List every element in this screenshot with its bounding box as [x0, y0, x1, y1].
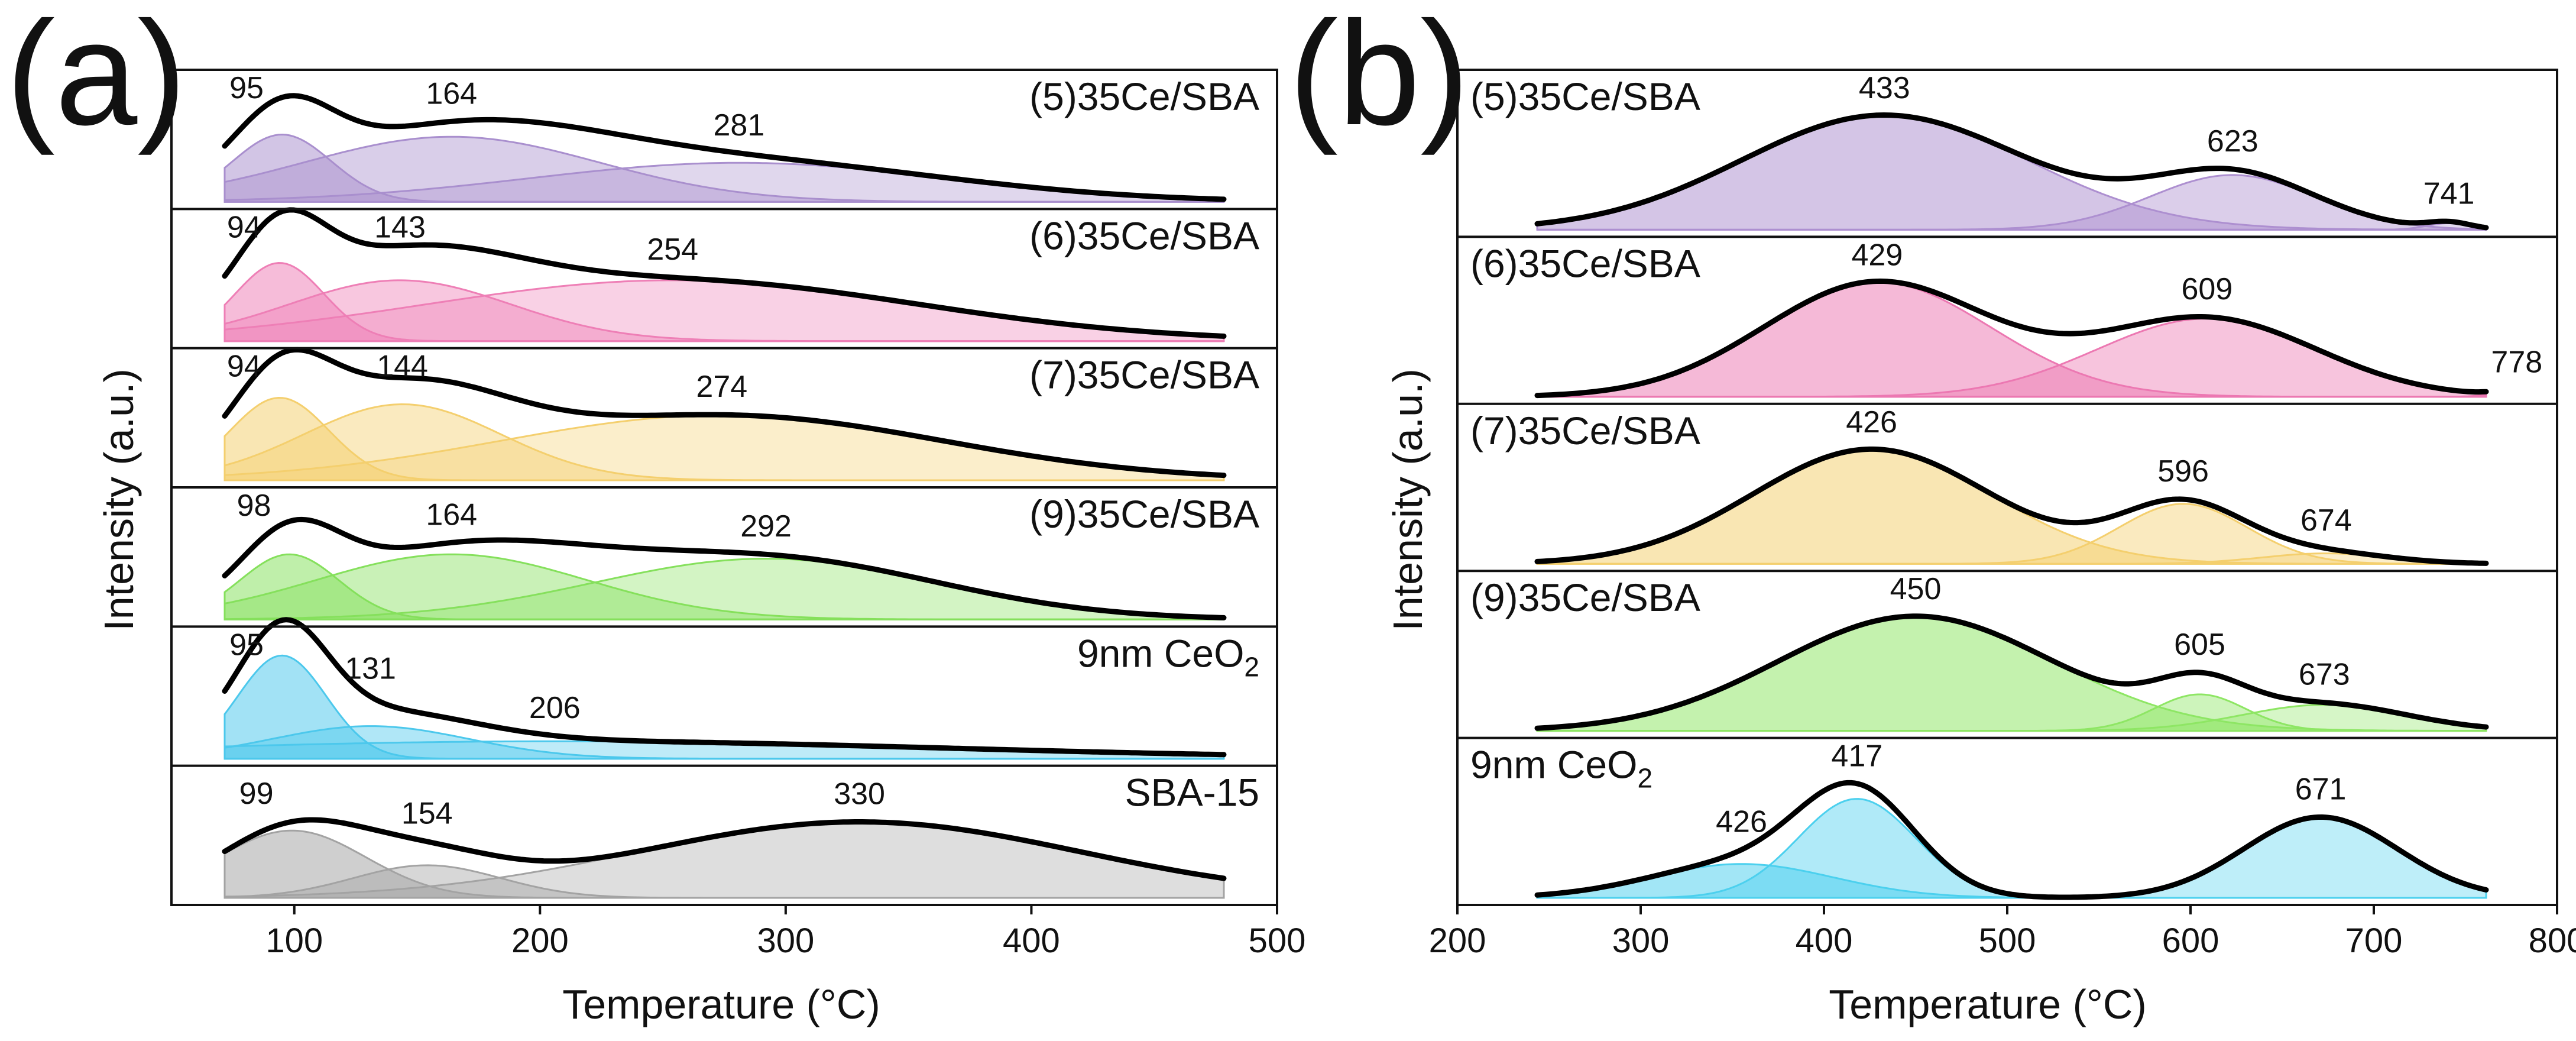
- panel-b-x-axis-title: Temperature (°C): [1829, 981, 2147, 1027]
- panel-a-row-1-peak-label-2: 164: [426, 76, 477, 111]
- panel-a-row-2-peak-label-3: 254: [647, 232, 698, 267]
- panel-a-row-4-envelope: [222, 516, 1227, 620]
- panel-b-row-1-peak-label-2: 623: [2207, 124, 2259, 159]
- panel-b-row-4-peak-label-2: 605: [2174, 628, 2225, 662]
- panel-b: (b) Intensity (a.u.) Temperature (°C) 43…: [1289, 0, 2576, 1027]
- panel-a-row-1-peak-label-1: 95: [229, 71, 264, 105]
- panel-a-row-5: 95 131 206 9nm CeO2: [222, 617, 1259, 760]
- panel-b-x-tick-label-200: 200: [1429, 922, 1486, 960]
- panel-b-y-axis-title: Intensity (a.u.): [1385, 368, 1431, 631]
- panel-a-row-2-sample-name: (6)35Ce/SBA: [1029, 214, 1259, 257]
- panel-a-row-5-peak-label-1: 95: [229, 628, 264, 662]
- panel-b-row-2-sample-name: (6)35Ce/SBA: [1470, 241, 1700, 285]
- panel-a-x-tick-label-400: 400: [1003, 922, 1060, 960]
- panel-b-row-3: 426 596 674 (7)35Ce/SBA: [1470, 405, 2489, 566]
- panel-a-row-1-peak-label-3: 281: [714, 108, 765, 143]
- panel-b-row-5-envelope: [1534, 780, 2489, 900]
- panel-b-row-3-component-3: [1537, 552, 2487, 565]
- panel-b-row-1-peak-label-1: 433: [1859, 71, 1910, 105]
- panel-b-row-1-peak-label-3: 741: [2423, 176, 2475, 211]
- panel-b-row-3-peak-label-3: 674: [2300, 503, 2352, 538]
- panel-a-row-3-peak-label-1: 94: [227, 350, 261, 384]
- panel-b-row-4-envelope: [1534, 613, 2489, 731]
- panel-a-row-5-sample-name: 9nm CeO2: [1077, 631, 1259, 682]
- panel-b-row-5-peak-label-2: 417: [1831, 739, 1882, 774]
- panel-a-row-3-envelope: [222, 347, 1227, 479]
- panel-b-row-5: 426 417 671 9nm CeO2: [1470, 739, 2489, 900]
- panel-a-y-axis-title: Intensity (a.u.): [96, 368, 142, 631]
- panel-a-row-2-envelope: [222, 207, 1227, 339]
- panel-a-row-4-sample-name: (9)35Ce/SBA: [1029, 492, 1259, 536]
- panel-a-row-4-peak-label-1: 98: [237, 489, 271, 523]
- panel-a-row-6-peak-label-3: 330: [834, 777, 885, 812]
- panel-b-letter: (b): [1289, 0, 1470, 156]
- panel-a-row-5-peak-label-3: 206: [529, 691, 581, 725]
- panel-b-row-1: 433 623 741 (5)35Ce/SBA: [1470, 71, 2489, 231]
- panel-b-row-4: 450 605 673 (9)35Ce/SBA: [1470, 572, 2489, 732]
- panel-b-row-1-component-3: [1537, 222, 2487, 231]
- panel-b-row-2-peak-label-2: 609: [2182, 272, 2233, 306]
- panel-a-row-5-peak-label-2: 131: [345, 652, 396, 686]
- panel-a: (a) Intensity (a.u.) Temperature (°C) 95…: [6, 0, 1305, 1027]
- panel-b-row-5-sample-name: 9nm CeO2: [1470, 743, 1652, 794]
- panel-a-row-2: 94 143 254 (6)35Ce/SBA: [222, 207, 1259, 342]
- panel-a-row-6-envelope: [222, 817, 1227, 881]
- panel-b-x-tick-label-600: 600: [2162, 922, 2219, 960]
- panel-a-row-2-peak-label-1: 94: [227, 210, 261, 244]
- panel-a-letter: (a): [6, 0, 187, 156]
- panel-b-row-5-peak-label-3: 671: [2295, 772, 2347, 806]
- panel-b-x-tick-label-800: 800: [2529, 922, 2576, 960]
- panel-a-x-axis-title: Temperature (°C): [562, 981, 880, 1027]
- panel-b-row-2: 429 609 778 (6)35Ce/SBA: [1470, 238, 2542, 399]
- panel-a-row-4-peak-label-2: 164: [426, 497, 477, 532]
- panel-b-row-1-sample-name: (5)35Ce/SBA: [1470, 75, 1700, 118]
- panel-a-x-tick-label-500: 500: [1249, 922, 1306, 960]
- panel-b-row-2-peak-label-1: 429: [1852, 238, 1903, 272]
- panel-b-row-5-peak-label-1: 426: [1716, 805, 1767, 839]
- panel-a-x-tick-label-200: 200: [511, 922, 569, 960]
- panel-a-row-3-peak-label-2: 144: [377, 350, 428, 384]
- panel-a-row-3: 94 144 274 (7)35Ce/SBA: [222, 347, 1259, 481]
- panel-a-row-1-envelope: [222, 93, 1227, 202]
- panel-b-row-4-sample-name: (9)35Ce/SBA: [1470, 576, 1700, 619]
- panel-b-row-3-peak-label-2: 596: [2157, 454, 2209, 489]
- panel-a-frame: [170, 69, 1278, 906]
- panel-a-row-6-peak-label-2: 154: [401, 797, 453, 831]
- panel-a-row-4: 98 164 292 (9)35Ce/SBA: [222, 489, 1259, 620]
- panel-b-x-tick-label-400: 400: [1796, 922, 1853, 960]
- panel-b-x-tick-label-500: 500: [1979, 922, 2036, 960]
- panel-b-row-2-component-3: [1537, 393, 2487, 398]
- panel-b-row-1-envelope: [1534, 112, 2489, 231]
- panel-a-x-tick-label-100: 100: [265, 922, 323, 960]
- panel-b-row-2-envelope: [1534, 278, 2489, 399]
- panel-a-row-6-sample-name: SBA-15: [1125, 771, 1259, 814]
- panel-a-row-4-peak-label-3: 292: [740, 509, 792, 544]
- panel-b-row-4-peak-label-1: 450: [1890, 572, 1942, 606]
- panel-a-row-3-peak-label-3: 274: [696, 370, 747, 404]
- panel-a-row-1-sample-name: (5)35Ce/SBA: [1029, 75, 1259, 118]
- panel-b-x-tick-label-300: 300: [1612, 922, 1670, 960]
- panel-b-row-4-peak-label-3: 673: [2299, 658, 2350, 692]
- panel-b-row-3-peak-label-1: 426: [1846, 405, 1897, 439]
- panel-b-x-tick-label-700: 700: [2345, 922, 2403, 960]
- panel-b-row-2-peak-label-3: 778: [2491, 345, 2542, 380]
- panel-a-row-6: 99 154 330 SBA-15: [222, 771, 1259, 899]
- panel-a-row-5-envelope: [222, 617, 1227, 758]
- panel-a-row-1: 95 164 281 (5)35Ce/SBA: [222, 71, 1259, 203]
- panel-b-row-3-envelope: [1534, 446, 2489, 566]
- panel-b-row-3-sample-name: (7)35Ce/SBA: [1470, 409, 1700, 452]
- panel-a-row-3-sample-name: (7)35Ce/SBA: [1029, 353, 1259, 397]
- panel-a-x-tick-label-300: 300: [757, 922, 814, 960]
- panel-a-row-6-peak-label-1: 99: [239, 777, 274, 811]
- panel-a-row-2-peak-label-2: 143: [374, 210, 426, 244]
